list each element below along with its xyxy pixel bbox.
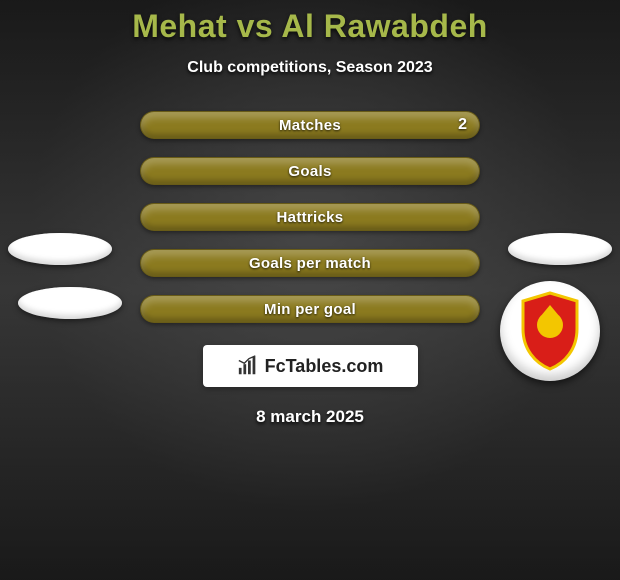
stat-label: Matches	[279, 117, 341, 134]
player-slot-right-1	[508, 233, 612, 265]
stat-row-goals-per-match: Goals per match	[140, 249, 480, 277]
stat-pill: Goals	[140, 157, 480, 185]
bar-chart-icon	[237, 355, 259, 377]
watermark-text: FcTables.com	[265, 356, 384, 377]
watermark: FcTables.com	[203, 345, 418, 387]
stat-row-hattricks: Hattricks	[140, 203, 480, 231]
comparison-card: Mehat vs Al Rawabdeh Club competitions, …	[0, 0, 620, 580]
stat-label: Goals	[288, 163, 331, 180]
stat-label: Goals per match	[249, 255, 371, 272]
footer-date: 8 march 2025	[256, 407, 364, 427]
player-slot-left-1	[8, 233, 112, 265]
stat-row-matches: Matches 2	[140, 111, 480, 139]
stat-pill: Matches 2	[140, 111, 480, 139]
club-crest	[500, 281, 600, 381]
shield-icon	[515, 291, 585, 371]
stat-pill: Min per goal	[140, 295, 480, 323]
stats-section: Matches 2 Goals Hattricks Goals per matc…	[0, 111, 620, 323]
stat-value-right: 2	[458, 116, 467, 134]
stat-row-min-per-goal: Min per goal	[140, 295, 480, 323]
stat-label: Hattricks	[277, 209, 344, 226]
page-title: Mehat vs Al Rawabdeh	[132, 8, 488, 45]
stat-label: Min per goal	[264, 301, 356, 318]
stat-pill: Goals per match	[140, 249, 480, 277]
stat-row-goals: Goals	[140, 157, 480, 185]
stat-pill: Hattricks	[140, 203, 480, 231]
subtitle: Club competitions, Season 2023	[187, 59, 432, 77]
player-slot-left-2	[18, 287, 122, 319]
